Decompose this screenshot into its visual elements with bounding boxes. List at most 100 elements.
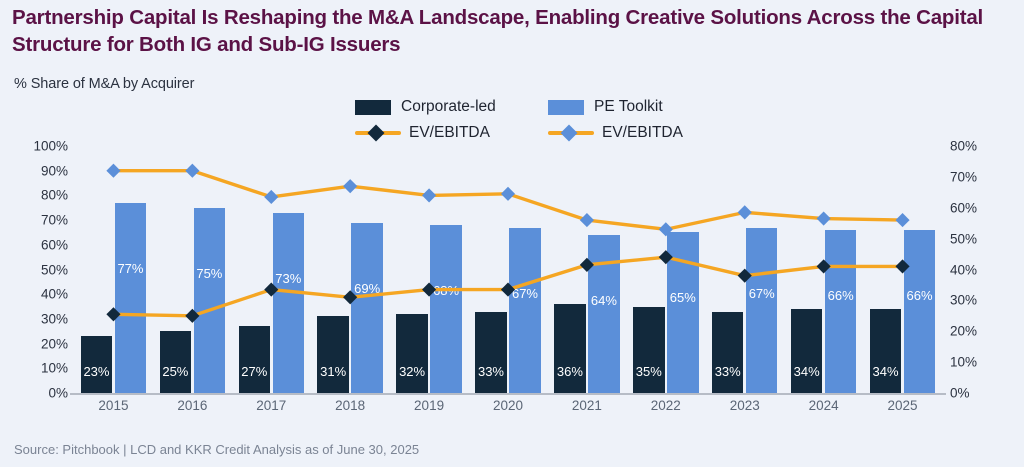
bar-corporate-led[interactable] xyxy=(80,336,113,393)
x-axis-tick-label: 2018 xyxy=(335,398,366,413)
bar-pe-toolkit[interactable] xyxy=(351,222,383,393)
x-axis-tick-label: 2025 xyxy=(887,398,918,413)
line-marker-diamond-icon[interactable] xyxy=(816,211,831,226)
line-marker-diamond-icon[interactable] xyxy=(185,308,200,323)
x-axis-tick-label: 2015 xyxy=(98,398,129,413)
y-axis-left-tick: 20% xyxy=(40,335,68,351)
bar-pe-toolkit[interactable] xyxy=(272,212,305,393)
bar-label-pe-toolkit: 67% xyxy=(511,285,538,301)
line-marker-diamond-icon[interactable] xyxy=(816,259,831,274)
bar-pe-toolkit[interactable] xyxy=(193,207,226,393)
y-axis-right-tick: 40% xyxy=(950,261,978,277)
x-axis-line xyxy=(70,393,946,395)
bar-pe-toolkit[interactable] xyxy=(824,229,857,393)
legend-swatch-corporate-led xyxy=(355,99,391,115)
line-marker-diamond-icon[interactable] xyxy=(343,179,358,194)
bar-corporate-led[interactable] xyxy=(159,331,192,393)
x-axis-tick-label: 2022 xyxy=(650,398,681,413)
bars-layer: 23% 77% 2015 25% 75% 2016 27% 73% 2017 31% 69% 2018… xyxy=(74,146,942,413)
legend-label-ev-ebitda-pe: EV/EBITDA xyxy=(602,124,683,141)
bar-pe-toolkit[interactable] xyxy=(114,202,147,393)
line-marker-diamond-icon[interactable] xyxy=(658,222,673,237)
bar-label-pe-toolkit: 75% xyxy=(196,265,223,281)
bar-label-corporate-led: 25% xyxy=(162,364,189,379)
bar-corporate-led[interactable] xyxy=(633,306,665,393)
bar-pe-toolkit[interactable] xyxy=(903,229,936,393)
y-axis-left-tick: 80% xyxy=(40,187,68,203)
x-axis-tick-label: 2016 xyxy=(177,398,208,413)
bar-label-corporate-led: 27% xyxy=(241,364,268,379)
legend-row-lines: EV/EBITDA EV/EBITDA xyxy=(355,120,695,146)
bar-corporate-led[interactable] xyxy=(790,309,823,393)
bar-pe-toolkit[interactable] xyxy=(745,227,778,393)
line-marker-diamond-icon[interactable] xyxy=(500,282,516,297)
bar-label-corporate-led: 23% xyxy=(83,364,110,379)
bar-group: 34% 66% 2025 xyxy=(863,146,942,413)
bar-corporate-led[interactable] xyxy=(238,326,271,393)
line-marker-diamond-icon[interactable] xyxy=(658,250,673,265)
line-marker-diamond-icon[interactable] xyxy=(895,259,910,274)
line-marker-diamond-icon[interactable] xyxy=(579,213,594,228)
lines-layer xyxy=(106,163,910,323)
plot-area: 23% 77% 2015 25% 75% 2016 27% 73% 2017 31% 69% 2018… xyxy=(70,146,946,413)
line-marker-diamond-icon[interactable] xyxy=(106,307,121,322)
bar-label-pe-toolkit: 64% xyxy=(590,292,617,308)
line-marker-diamond-icon[interactable] xyxy=(343,290,358,305)
bar-group: 33% 67% 2023 xyxy=(705,146,784,413)
bar-group: 36% 64% 2021 xyxy=(547,146,626,413)
y-axis-left-tick: 90% xyxy=(40,162,68,178)
bar-group: 34% 66% 2024 xyxy=(784,146,863,413)
bar-corporate-led[interactable] xyxy=(711,311,744,393)
line-marker-diamond-icon[interactable] xyxy=(422,188,437,203)
y-axis-left-tick: 30% xyxy=(40,311,68,327)
y-axis-left-tick: 70% xyxy=(40,212,68,228)
line-marker-diamond-icon[interactable] xyxy=(579,257,594,272)
y-axis-left-tick: 10% xyxy=(40,360,68,376)
legend-swatch-pe-toolkit xyxy=(548,99,584,115)
line-marker-diamond-icon[interactable] xyxy=(106,163,121,178)
line-marker-diamond-icon[interactable] xyxy=(737,205,752,220)
line-marker-diamond-icon[interactable] xyxy=(422,282,437,297)
x-axis-tick-label: 2017 xyxy=(256,398,287,413)
bar-label-pe-toolkit: 67% xyxy=(748,285,775,301)
source-note: Source: Pitchbook | LCD and KKR Credit A… xyxy=(14,442,420,457)
line-marker-diamond-icon[interactable] xyxy=(895,213,910,228)
legend-item-pe-toolkit[interactable]: PE Toolkit xyxy=(548,94,663,120)
x-axis-tick-label: 2023 xyxy=(729,398,760,413)
y-axis-left-tick: 40% xyxy=(40,286,68,302)
y-axis-right-tick: 20% xyxy=(950,323,978,339)
legend-item-ev-ebitda-pe[interactable]: EV/EBITDA xyxy=(548,120,683,146)
bar-group: 27% 73% 2017 xyxy=(232,146,311,413)
bar-pe-toolkit[interactable] xyxy=(509,227,541,393)
bar-group: 25% 75% 2016 xyxy=(153,146,232,413)
y-axis-right: 80% 70% 60% 50% 40% 30% 20% 10% 0% xyxy=(950,138,1010,399)
bar-corporate-led[interactable] xyxy=(396,313,428,393)
x-axis-tick-label: 2020 xyxy=(492,398,523,413)
x-axis-tick-label: 2021 xyxy=(571,398,602,413)
line-marker-diamond-icon[interactable] xyxy=(264,282,279,297)
y-axis-right-tick: 30% xyxy=(950,292,978,308)
bar-label-pe-toolkit: 77% xyxy=(117,260,144,276)
bar-corporate-led[interactable] xyxy=(554,304,586,393)
bar-corporate-led[interactable] xyxy=(475,311,507,393)
y-axis-right-tick: 50% xyxy=(950,230,978,246)
line-marker-diamond-icon[interactable] xyxy=(737,268,752,283)
line-marker-diamond-icon[interactable] xyxy=(500,186,516,201)
legend-row-bars: Corporate-led PE Toolkit xyxy=(355,94,695,120)
legend-line-marker-dark-icon xyxy=(355,124,401,142)
chart-legend: Corporate-led PE Toolkit EV/EBITDA EV/EB… xyxy=(355,94,695,146)
bar-corporate-led[interactable] xyxy=(869,309,902,393)
legend-item-ev-ebitda-corporate[interactable]: EV/EBITDA xyxy=(355,120,548,146)
bar-pe-toolkit[interactable] xyxy=(430,225,462,393)
bar-label-pe-toolkit: 66% xyxy=(906,287,933,303)
x-axis-tick-label: 2019 xyxy=(414,398,445,413)
line-marker-diamond-icon[interactable] xyxy=(185,163,200,178)
y-axis-right-tick: 80% xyxy=(950,138,978,154)
legend-item-corporate-led[interactable]: Corporate-led xyxy=(355,94,548,120)
line-marker-diamond-icon[interactable] xyxy=(264,189,279,205)
bar-corporate-led[interactable] xyxy=(317,316,349,393)
page-title: Partnership Capital Is Reshaping the M&A… xyxy=(12,6,984,57)
bar-label-pe-toolkit: 66% xyxy=(827,287,854,303)
bar-label-corporate-led: 33% xyxy=(477,364,504,379)
